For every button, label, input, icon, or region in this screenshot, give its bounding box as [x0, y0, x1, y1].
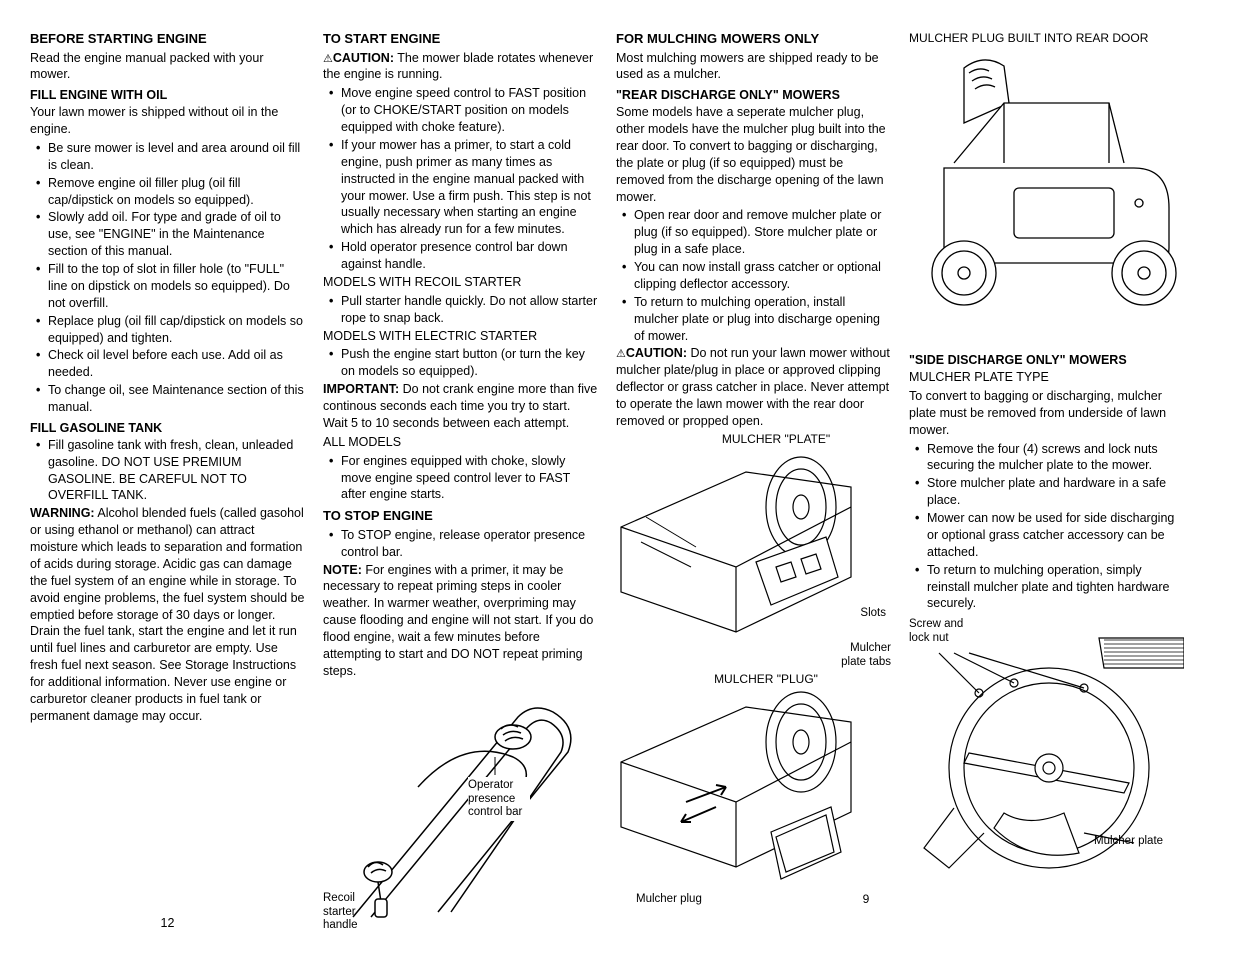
- list-electric: Push the engine start button (or turn th…: [323, 346, 598, 380]
- label-operator-bar: Operator presence control bar: [468, 779, 530, 820]
- list-item: You can now install grass catcher or opt…: [616, 259, 891, 293]
- label-slots: Slots: [836, 607, 886, 621]
- heading-all-models: ALL MODELS: [323, 434, 598, 451]
- list-item: Pull starter handle quickly. Do not allo…: [323, 293, 598, 327]
- note-label: NOTE:: [323, 563, 362, 577]
- list-side: Remove the four (4) screws and lock nuts…: [909, 441, 1184, 614]
- rear-door-diagram-svg: [909, 48, 1184, 328]
- note-paragraph: NOTE: For engines with a primer, it may …: [323, 562, 598, 680]
- heading-recoil: MODELS WITH RECOIL STARTER: [323, 274, 598, 291]
- list-oil: Be sure mower is level and area around o…: [30, 140, 305, 416]
- page-number-left: 12: [30, 915, 305, 932]
- important-paragraph: IMPORTANT: Do not crank engine more than…: [323, 381, 598, 432]
- caution-label: CAUTION:: [333, 51, 394, 65]
- column-2: TO START ENGINE ⚠CAUTION: The mower blad…: [323, 30, 598, 934]
- text-rear: Some models have a seperate mulcher plug…: [616, 104, 891, 205]
- note-text: For engines with a primer, it may be nec…: [323, 563, 593, 678]
- diagram-handle: Operator presence control bar Recoil sta…: [323, 687, 598, 937]
- label-mulcher-plate: Mulcher plate: [1094, 835, 1184, 849]
- list-item: Remove the four (4) screws and lock nuts…: [909, 441, 1184, 475]
- label-recoil-handle: Recoil starter handle: [323, 892, 368, 933]
- list-item: Push the engine start button (or turn th…: [323, 346, 598, 380]
- label-plug-title: MULCHER "PLUG": [686, 672, 846, 686]
- plug-diagram-svg: [616, 687, 891, 907]
- warning-text: Alcohol blended fuels (called gasohol or…: [30, 506, 304, 723]
- list-item: Fill to the top of slot in filler hole (…: [30, 261, 305, 312]
- list-item: Check oil level before each use. Add oil…: [30, 347, 305, 381]
- heading-fill-gas: FILL GASOLINE TANK: [30, 420, 305, 437]
- page-number-right: 9: [851, 892, 881, 906]
- heading-start-engine: TO START ENGINE: [323, 30, 598, 48]
- diagram-mulcher-plate: MULCHER "PLATE": [616, 432, 891, 672]
- label-tabs: Mulcher plate tabs: [826, 642, 891, 670]
- list-rear: Open rear door and remove mulcher plate …: [616, 207, 891, 344]
- list-item: To return to mulching operation, simply …: [909, 562, 1184, 613]
- list-item: Hold operator presence control bar down …: [323, 239, 598, 273]
- warning-paragraph: WARNING: Alcohol blended fuels (called g…: [30, 505, 305, 724]
- list-item: To STOP engine, release operator presenc…: [323, 527, 598, 561]
- warning-label: WARNING:: [30, 506, 95, 520]
- list-item: Slowly add oil. For type and grade of oi…: [30, 209, 305, 260]
- heading-electric: MODELS WITH ELECTRIC STARTER: [323, 328, 598, 345]
- column-3: FOR MULCHING MOWERS ONLY Most mulching m…: [616, 30, 891, 934]
- list-item: If your mower has a primer, to start a c…: [323, 137, 598, 238]
- column-1: BEFORE STARTING ENGINE Read the engine m…: [30, 30, 305, 934]
- label-plate-title: MULCHER "PLATE": [696, 432, 856, 446]
- list-item: Fill gasoline tank with fresh, clean, un…: [30, 437, 305, 505]
- list-all: For engines equipped with choke, slowly …: [323, 453, 598, 504]
- list-item: Remove engine oil filler plug (oil fill …: [30, 175, 305, 209]
- list-item: For engines equipped with choke, slowly …: [323, 453, 598, 504]
- heading-plate-type: MULCHER PLATE TYPE: [909, 369, 1184, 386]
- list-item: Mower can now be used for side dischargi…: [909, 510, 1184, 561]
- list-item: To change oil, see Maintenance section o…: [30, 382, 305, 416]
- caution-label: CAUTION:: [626, 346, 687, 360]
- list-gas: Fill gasoline tank with fresh, clean, un…: [30, 437, 305, 505]
- list-item: Be sure mower is level and area around o…: [30, 140, 305, 174]
- list-item: To return to mulching operation, install…: [616, 294, 891, 345]
- diagram-underside: Screw and lock nut: [909, 618, 1184, 878]
- heading-mulching: FOR MULCHING MOWERS ONLY: [616, 30, 891, 48]
- list-item: Replace plug (oil fill cap/dipstick on m…: [30, 313, 305, 347]
- column-4: MULCHER PLUG BUILT INTO REAR DOOR: [909, 30, 1184, 934]
- text-shipped: Your lawn mower is shipped without oil i…: [30, 104, 305, 138]
- list-item: Store mulcher plate and hardware in a sa…: [909, 475, 1184, 509]
- text-mulch-ship: Most mulching mowers are shipped ready t…: [616, 50, 891, 84]
- diagram-mulcher-plug: MULCHER "PLUG": [616, 672, 891, 907]
- caution-mulch: ⚠CAUTION: Do not run your lawn mower wit…: [616, 345, 891, 429]
- label-plug: Mulcher plug: [636, 893, 736, 907]
- heading-side-discharge: "SIDE DISCHARGE ONLY" MOWERS: [909, 352, 1184, 369]
- heading-before-starting: BEFORE STARTING ENGINE: [30, 30, 305, 48]
- warning-triangle-icon: ⚠: [616, 348, 626, 360]
- page-container: BEFORE STARTING ENGINE Read the engine m…: [30, 30, 1210, 934]
- important-label: IMPORTANT:: [323, 382, 399, 396]
- list-start: Move engine speed control to FAST positi…: [323, 85, 598, 273]
- list-stop: To STOP engine, release operator presenc…: [323, 527, 598, 561]
- list-item: Open rear door and remove mulcher plate …: [616, 207, 891, 258]
- caution-start: ⚠CAUTION: The mower blade rotates whenev…: [323, 50, 598, 84]
- list-item: Move engine speed control to FAST positi…: [323, 85, 598, 136]
- heading-built-in: MULCHER PLUG BUILT INTO REAR DOOR: [909, 30, 1184, 46]
- diagram-rear-door: [909, 48, 1184, 328]
- text-read-manual: Read the engine manual packed with your …: [30, 50, 305, 84]
- warning-triangle-icon: ⚠: [323, 53, 333, 65]
- list-recoil: Pull starter handle quickly. Do not allo…: [323, 293, 598, 327]
- heading-rear-discharge: "REAR DISCHARGE ONLY" MOWERS: [616, 87, 891, 104]
- text-side: To convert to bagging or discharging, mu…: [909, 388, 1184, 439]
- label-screw: Screw and lock nut: [909, 618, 979, 646]
- heading-fill-oil: FILL ENGINE WITH OIL: [30, 87, 305, 104]
- heading-stop-engine: TO STOP ENGINE: [323, 507, 598, 525]
